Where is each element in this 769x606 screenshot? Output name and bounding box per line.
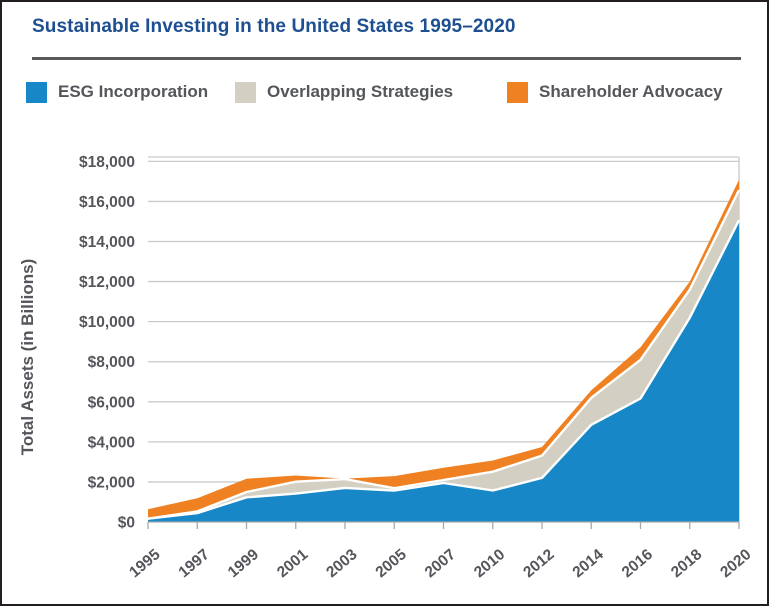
- x-tick-label: 2010: [471, 546, 508, 581]
- x-tick-label: 2001: [274, 546, 312, 581]
- x-tick-label: 2007: [422, 546, 459, 581]
- chart-title: Sustainable Investing in the United Stat…: [32, 16, 516, 37]
- y-tick-label: $0: [118, 515, 135, 532]
- legend-label: ESG Incorporation: [58, 82, 209, 101]
- title-divider: [32, 57, 741, 60]
- x-tick-label: 2012: [520, 546, 557, 581]
- area-esg-incorporation: [148, 220, 739, 522]
- y-tick-label: $12,000: [79, 274, 135, 291]
- y-tick-label: $8,000: [88, 354, 135, 371]
- y-tick-label: $4,000: [88, 434, 135, 451]
- x-tick-label: 2018: [668, 546, 706, 581]
- x-tick-label: 2005: [372, 546, 410, 581]
- legend-item-shareholder-advocacy: Shareholder Advocacy: [507, 81, 723, 103]
- y-tick-label: $2,000: [88, 474, 135, 491]
- legend-swatch-blue-icon: [26, 81, 47, 103]
- band-separator: [147, 189, 741, 520]
- legend-label: Shareholder Advocacy: [539, 82, 723, 101]
- y-axis-title: Total Assets (in Billions): [18, 259, 37, 455]
- x-tick-label: 1999: [225, 546, 263, 581]
- legend-label: Overlapping Strategies: [267, 82, 454, 101]
- y-tick-label: $6,000: [88, 394, 135, 411]
- chart-legend: ESG Incorporation Overlapping Strategies…: [2, 81, 767, 105]
- x-tick-label: 2014: [569, 546, 607, 581]
- y-tick-label: $16,000: [79, 194, 135, 211]
- x-tick-label: 2020: [717, 546, 754, 581]
- band-separator: [147, 219, 741, 520]
- legend-swatch-gray-icon: [235, 81, 256, 103]
- x-tick-label: 1995: [126, 546, 164, 581]
- legend-swatch-orange-icon: [507, 81, 528, 103]
- legend-item-esg-incorporation: ESG Incorporation: [26, 81, 208, 103]
- x-tick-label: 1997: [175, 546, 212, 581]
- y-tick-label: $14,000: [79, 234, 135, 251]
- x-tick-label: 2016: [619, 546, 657, 581]
- y-tick-label: $10,000: [79, 314, 135, 331]
- legend-item-overlapping-strategies: Overlapping Strategies: [235, 81, 453, 103]
- y-tick-label: $18,000: [79, 154, 135, 171]
- x-tick-label: 2003: [323, 546, 361, 581]
